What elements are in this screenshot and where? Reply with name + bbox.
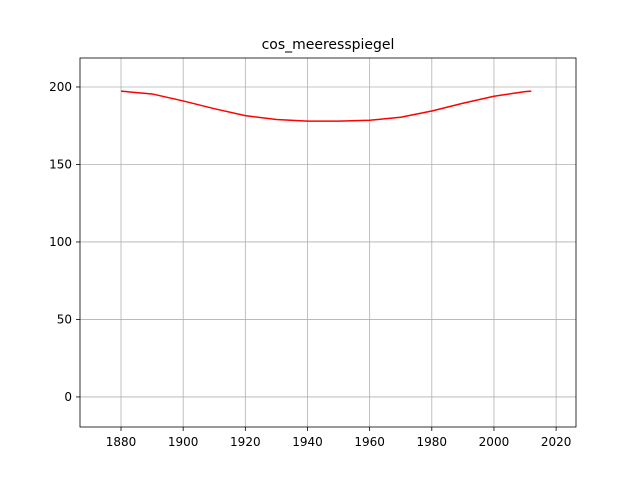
x-tick-label: 2020 [541, 435, 572, 449]
chart-title: cos_meeresspiegel [262, 37, 395, 53]
x-tick-label: 1960 [354, 435, 385, 449]
x-tick-label: 1980 [417, 435, 448, 449]
x-tick-label: 1880 [106, 435, 137, 449]
plot-frame [79, 57, 577, 428]
y-tick-label: 0 [64, 390, 72, 404]
x-tick-label: 2000 [479, 435, 510, 449]
line-series [120, 90, 532, 122]
y-tick-label: 50 [57, 312, 72, 326]
y-tick-label: 150 [49, 157, 72, 171]
x-tick-label: 1940 [292, 435, 323, 449]
x-tick-label: 1900 [168, 435, 199, 449]
y-tick-label: 100 [49, 235, 72, 249]
y-tick-label: 200 [49, 80, 72, 94]
x-tick-label: 1920 [230, 435, 261, 449]
